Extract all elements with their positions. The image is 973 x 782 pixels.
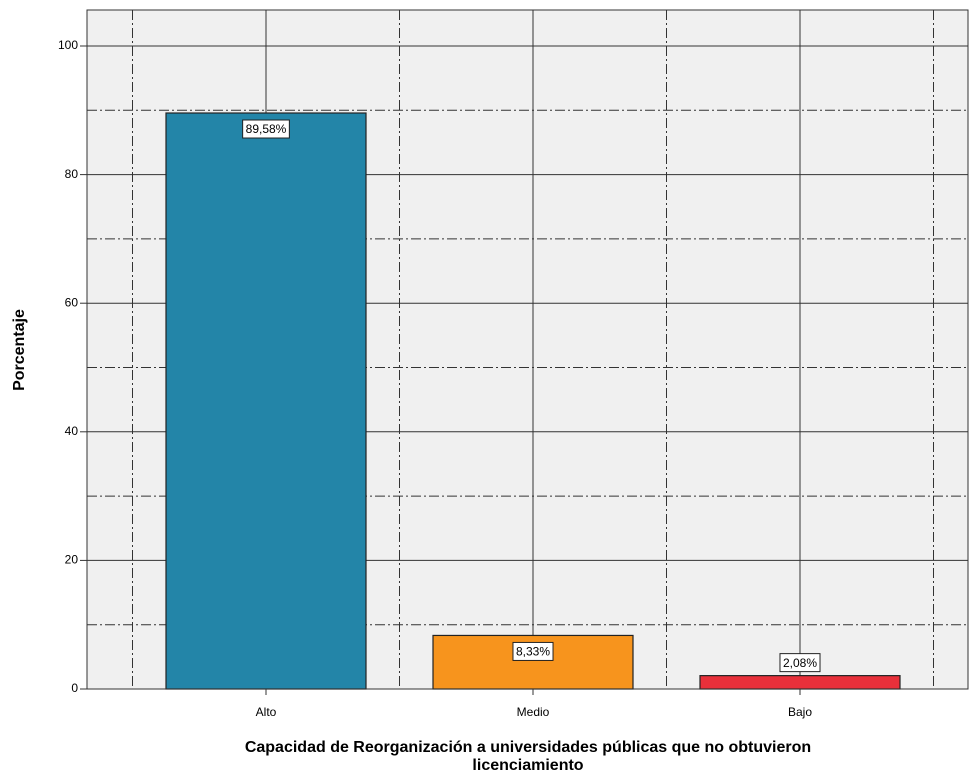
data-label: 2,08% bbox=[779, 653, 821, 673]
x-tick-label: Bajo bbox=[788, 705, 812, 719]
y-tick-label: 0 bbox=[71, 681, 78, 695]
data-label: 8,33% bbox=[512, 641, 554, 661]
data-label-box bbox=[242, 119, 290, 139]
bar bbox=[165, 112, 367, 690]
data-label: 89,58% bbox=[242, 119, 290, 139]
x-axis-title: licenciamiento bbox=[472, 757, 583, 774]
y-tick-label: 40 bbox=[65, 424, 79, 438]
x-tick-label: Medio bbox=[517, 705, 550, 719]
x-tick-label: Alto bbox=[256, 705, 277, 719]
marks: 89,58% 8,33% 2,08% bbox=[165, 112, 901, 690]
data-label-text: 89,58% bbox=[246, 122, 287, 136]
y-tick-label: 80 bbox=[65, 167, 79, 181]
plot-frame bbox=[86, 9, 969, 690]
data-label-text: 2,08% bbox=[783, 656, 817, 670]
y-axis-title: Porcentaje bbox=[11, 309, 28, 391]
data-label-box bbox=[512, 641, 554, 661]
bar bbox=[699, 675, 901, 690]
y-tick-label: 60 bbox=[65, 295, 79, 309]
data-label-text: 8,33% bbox=[516, 645, 550, 659]
y-tick-label: 20 bbox=[65, 553, 79, 567]
x-axis-title: Capacidad de Reorganización a universida… bbox=[245, 739, 811, 756]
data-label-box bbox=[779, 653, 821, 673]
y-tick-label: 100 bbox=[58, 38, 78, 52]
